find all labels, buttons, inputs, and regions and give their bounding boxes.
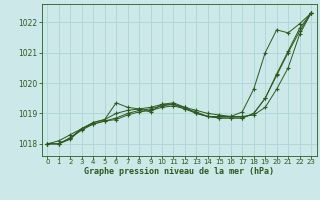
X-axis label: Graphe pression niveau de la mer (hPa): Graphe pression niveau de la mer (hPa) [84,167,274,176]
